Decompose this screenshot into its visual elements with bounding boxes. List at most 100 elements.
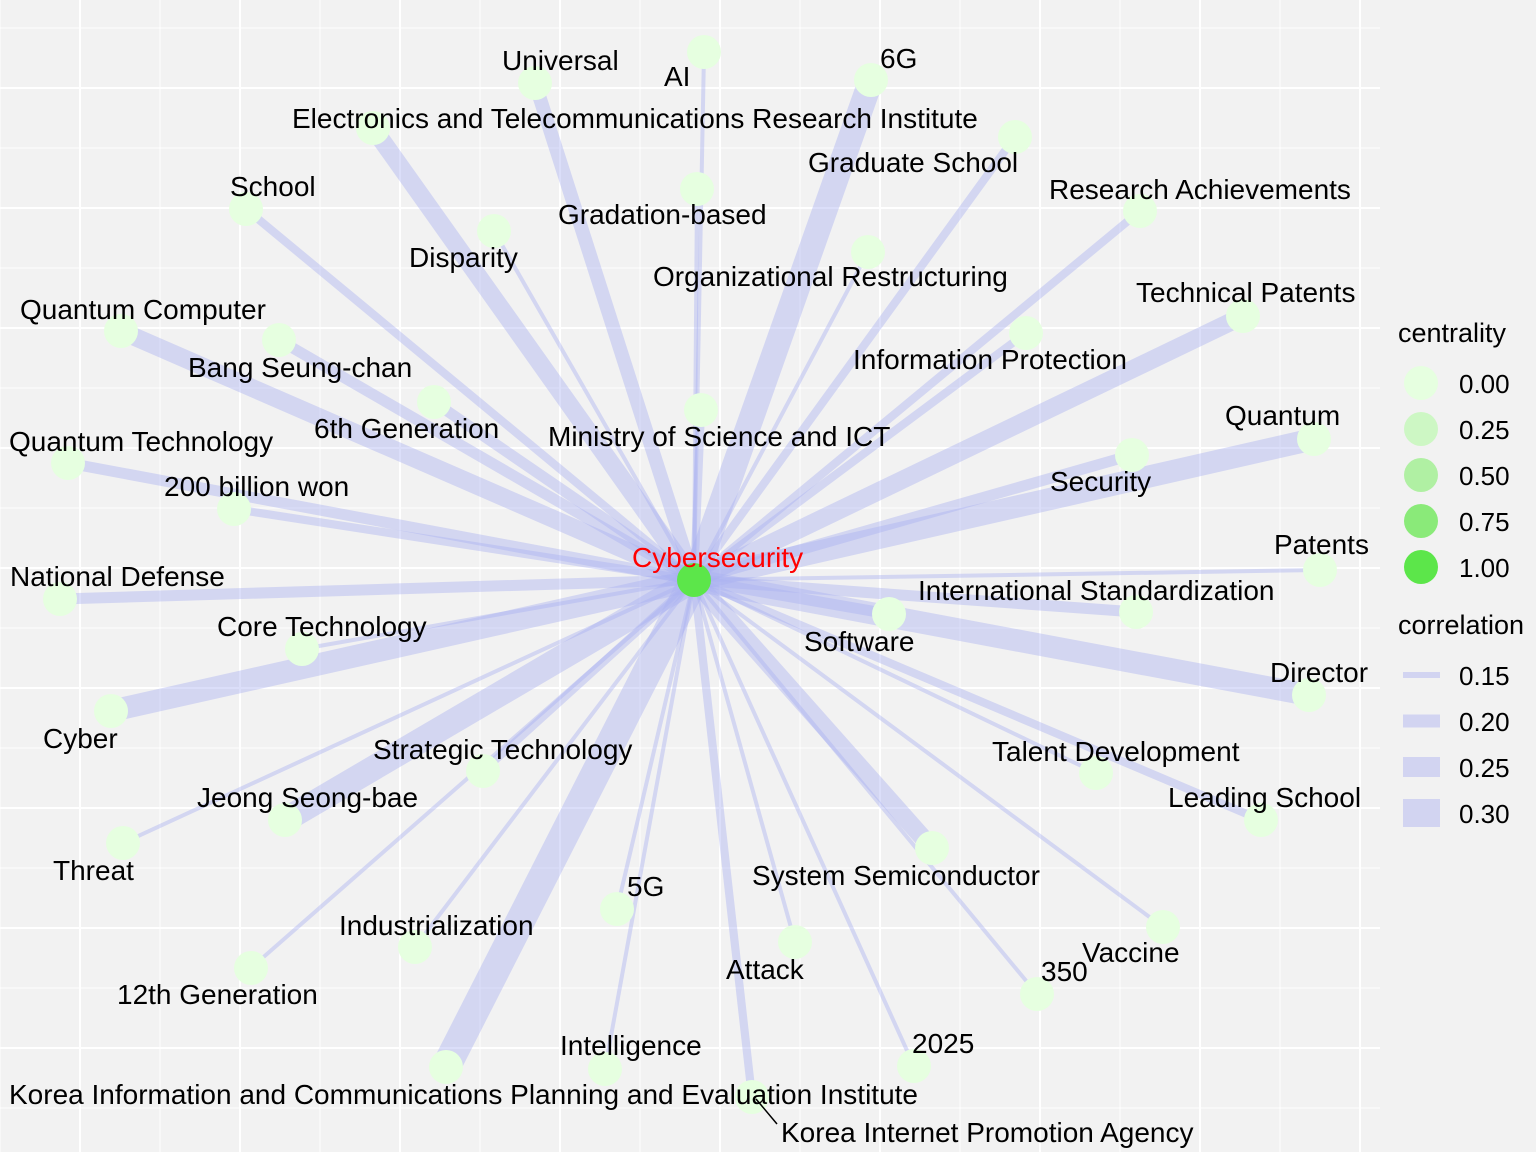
legend-correlation-swatch [1403, 672, 1440, 678]
edge-technical-patents [690, 307, 1247, 589]
edge-350 [692, 578, 1039, 996]
edge-strategic-technology [480, 576, 697, 775]
edge-6g [682, 75, 883, 585]
edge-quantum-technology [66, 457, 696, 586]
node-research-achievements [1123, 194, 1157, 228]
label-technical-patents: Technical Patents [1136, 277, 1355, 308]
edge-threat [122, 578, 695, 845]
legend-centrality-swatch [1404, 412, 1438, 446]
node-school [229, 192, 263, 226]
node-security [1115, 438, 1149, 472]
legend-centrality-swatch [1404, 458, 1438, 492]
label-12th-generation: 12th Generation [117, 979, 318, 1010]
label-talent-development: Talent Development [992, 736, 1240, 767]
label-vaccine: Vaccine [1082, 937, 1180, 968]
node-vaccine [1146, 910, 1180, 944]
legend-centrality-label: 1.00 [1459, 553, 1510, 583]
edge-bang-seung-chan [276, 335, 697, 585]
label-korea-information-and-communications-planning-and-evaluation-institute: Korea Information and Communications Pla… [9, 1079, 918, 1110]
node-graduate-school [998, 120, 1032, 154]
label-security: Security [1050, 466, 1151, 497]
legend-centrality-label: 0.50 [1459, 461, 1510, 491]
label-350: 350 [1041, 956, 1088, 987]
edge-talent-development [693, 578, 1097, 775]
legend-correlation-label: 0.25 [1459, 753, 1510, 783]
label-gradation-based: Gradation-based [558, 199, 767, 230]
legend-centrality-label: 0.75 [1459, 507, 1510, 537]
edge-ministry-of-science-and-ict [689, 409, 706, 581]
node-intelligence [588, 1052, 622, 1086]
edge-industrialization [413, 578, 696, 949]
label-strategic-technology: Strategic Technology [373, 734, 632, 765]
edge-security [692, 449, 1134, 586]
node-gradation-based [680, 172, 714, 206]
node-national-defense [43, 582, 77, 616]
edge-information-protection [691, 329, 1029, 584]
legend: centrality 0.00 0.25 0.50 0.75 1.00 correlat… [1398, 318, 1524, 829]
legend-centrality-label: 0.00 [1459, 369, 1510, 399]
edge-national-defense [59, 574, 695, 605]
legend-correlation-label: 0.15 [1459, 661, 1510, 691]
node-cyber [94, 694, 128, 728]
edge-quantum-computer [117, 322, 698, 589]
legend-centrality-swatch [1404, 550, 1438, 584]
label-national-defense: National Defense [10, 561, 225, 592]
label-research-achievements: Research Achievements [1049, 174, 1351, 205]
label-2025: 2025 [912, 1028, 974, 1059]
edge-software [693, 574, 890, 620]
edge-cyber [108, 569, 697, 722]
legend-correlation-label: 0.30 [1459, 799, 1510, 829]
edge-disparity [492, 230, 696, 581]
edge-korea-information-and-communications-planning-and-evaluation-institute [432, 573, 708, 1074]
legend-centrality-swatch [1404, 504, 1438, 538]
edge-school [243, 205, 697, 584]
edge-system-semiconductor [687, 574, 939, 854]
node-6th-generation [417, 385, 451, 419]
node-international-standardization [1119, 595, 1153, 629]
node-technical-patents [1226, 299, 1260, 333]
legend-correlation-swatch [1403, 714, 1440, 728]
label-6th-generation: 6th Generation [314, 413, 499, 444]
edge-6th-generation [430, 397, 698, 585]
legend-centrality-label: 0.25 [1459, 415, 1510, 445]
edge-core-technology [301, 578, 695, 651]
legend-correlation-swatch [1403, 799, 1440, 827]
edge-quantum [691, 428, 1317, 591]
node-quantum-technology [51, 446, 85, 480]
label-6g: 6G [880, 43, 917, 74]
label-quantum-computer: Quantum Computer [20, 294, 266, 325]
node-attack [778, 925, 812, 959]
label-electronics-and-telecommunications-research-institute: Electronics and Telecommunications Resea… [292, 103, 978, 134]
label-system-semiconductor: System Semiconductor [752, 860, 1040, 891]
node-quantum [1297, 422, 1331, 456]
edge-attack [692, 579, 797, 943]
label-attack: Attack [726, 954, 805, 985]
node-software [872, 597, 906, 631]
edge-intelligence [603, 579, 696, 1070]
edge-200-billion-won [233, 504, 695, 585]
edge-vaccine [692, 578, 1165, 929]
center-node-label: Cybersecurity [632, 542, 803, 573]
node-core-technology [285, 632, 319, 666]
edge-electronics-and-telecommunications-research-institute [365, 122, 702, 586]
label-disparity: Disparity [409, 242, 518, 273]
edge-5g [615, 579, 696, 910]
node-industrialization [398, 930, 432, 964]
node-350 [1020, 977, 1054, 1011]
legend-correlation-title: correlation [1398, 610, 1524, 640]
label-graduate-school: Graduate School [808, 147, 1018, 178]
node-12th-generation [234, 951, 268, 985]
legend-centrality-title: centrality [1398, 318, 1507, 348]
legend-correlation-swatch [1403, 757, 1440, 777]
legend-centrality-swatch [1404, 366, 1438, 400]
label-information-protection: Information Protection [853, 344, 1127, 375]
label-threat: Threat [53, 855, 134, 886]
edge-gradation-based [692, 188, 699, 581]
node-information-protection [1009, 316, 1043, 350]
edge-leading-school [692, 576, 1263, 824]
label-quantum: Quantum [1225, 400, 1340, 431]
label-bang-seung-chan: Bang Seung-chan [188, 352, 412, 383]
node-patents [1303, 553, 1337, 587]
node-director [1292, 678, 1326, 712]
